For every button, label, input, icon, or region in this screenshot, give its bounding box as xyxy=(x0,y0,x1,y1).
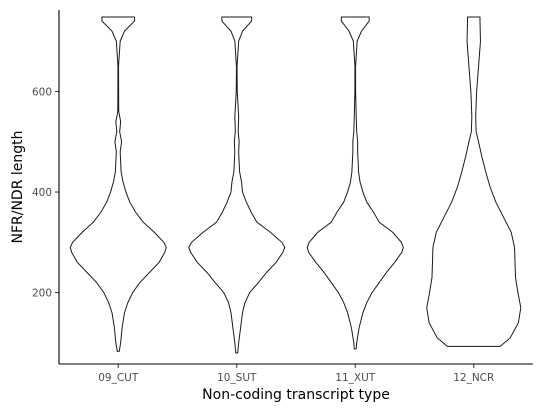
y-ticks: 200 400 600 xyxy=(32,86,59,299)
x-tick-label: 11_XUT xyxy=(335,372,375,384)
violin-09-cut xyxy=(69,16,167,352)
y-axis-title: NFR/NDR length xyxy=(10,130,26,243)
y-tick-label: 400 xyxy=(32,187,52,199)
violin-12-ncr xyxy=(426,16,522,347)
x-ticks: 09_CUT 10_SUT 11_XUT 12_NCR xyxy=(98,364,494,384)
x-axis-title: Non-coding transcript type xyxy=(202,387,390,403)
y-tick-label: 200 xyxy=(32,287,52,299)
x-tick-label: 10_SUT xyxy=(217,372,257,384)
violin-11-xut xyxy=(306,16,404,350)
y-tick-label: 600 xyxy=(32,86,52,98)
x-tick-label: 09_CUT xyxy=(98,372,139,384)
violin-group xyxy=(69,16,522,354)
x-tick-label: 12_NCR xyxy=(453,372,494,384)
violin-10-sut xyxy=(188,16,286,354)
